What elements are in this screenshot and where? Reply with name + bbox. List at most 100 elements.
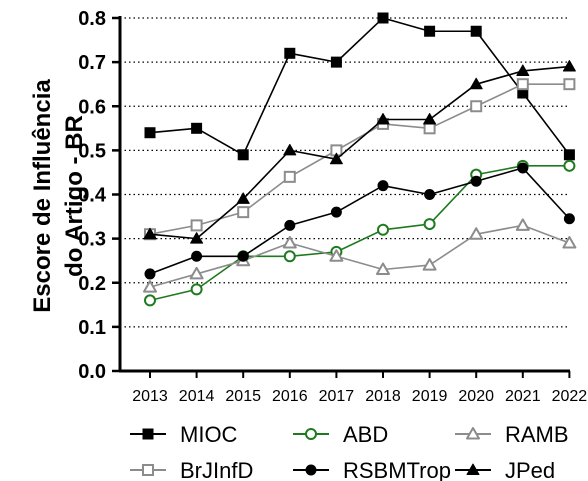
data-point-jped	[283, 143, 297, 156]
y-tick-label: 0.6	[78, 96, 106, 118]
y-tick-label: 0.5	[78, 140, 106, 162]
legend-marker-rsbmtrop	[305, 464, 317, 476]
data-point-rsbmtrop	[330, 206, 342, 218]
data-point-rsbmtrop	[237, 250, 249, 262]
series-line-ramb	[149, 224, 570, 288]
legend-item-mioc: MIOC	[130, 422, 238, 447]
data-point-ramb	[515, 218, 530, 231]
legend-label: JPed	[505, 458, 555, 481]
data-point-jped	[190, 232, 204, 244]
data-point-brjinfd	[283, 170, 296, 183]
grid	[120, 17, 570, 328]
series-rsbmtrop	[144, 162, 575, 280]
data-point-brjinfd	[423, 122, 436, 135]
legend-item-brjinfd: BrJInfD	[130, 458, 253, 481]
legend: MIOC ABD RAMB BrJInfD RSBMTrop JPed	[130, 422, 569, 481]
series-line-jped	[149, 65, 570, 240]
data-point-rsbmtrop	[284, 219, 296, 231]
legend-label: RSBMTrop	[343, 458, 451, 481]
y-axis-title-line: do Artigo - BR	[61, 115, 88, 277]
data-point-rsbmtrop	[144, 268, 156, 280]
legend-item-rsbmtrop: RSBMTrop	[293, 458, 451, 481]
data-point-rsbmtrop	[563, 213, 575, 225]
x-tick-label: 2015	[225, 388, 261, 405]
legend-marker-jped	[466, 463, 480, 475]
data-point-jped	[423, 112, 437, 125]
data-point-ramb	[282, 236, 297, 249]
x-tick-label: 2021	[505, 388, 541, 405]
data-point-mioc	[470, 25, 482, 37]
x-tick-label: 2018	[365, 388, 401, 405]
data-point-ramb	[329, 249, 344, 262]
series-jped	[143, 60, 576, 244]
data-point-ramb	[143, 280, 157, 293]
x-tick-label: 2014	[179, 388, 215, 405]
data-point-ramb	[469, 227, 484, 240]
legend-item-ramb: RAMB	[455, 422, 569, 447]
data-point-abd	[144, 294, 156, 307]
x-tick-label: 2022	[552, 388, 588, 405]
legend-marker-mioc	[142, 428, 154, 440]
series-abd	[144, 159, 576, 307]
data-point-jped	[329, 152, 343, 165]
legend-label: ABD	[343, 422, 388, 447]
data-point-ramb	[376, 262, 390, 276]
y-axis-label: Escore de Influência do Artigo - BR	[29, 79, 88, 313]
y-tick-label: 0.0	[78, 361, 106, 383]
data-point-rsbmtrop	[191, 250, 203, 262]
series-line-rsbmtrop	[149, 167, 570, 275]
y-tick-label: 0.2	[78, 273, 106, 295]
legend-item-jped: JPed	[455, 458, 555, 481]
data-point-mioc	[191, 122, 203, 134]
data-point-jped	[469, 77, 483, 90]
data-point-abd	[283, 250, 296, 263]
legend-item-abd: ABD	[293, 422, 388, 447]
data-point-jped	[236, 192, 250, 204]
data-point-ramb	[422, 258, 437, 271]
x-tick-label: 2020	[458, 388, 494, 405]
data-point-rsbmtrop	[470, 175, 482, 187]
y-tick-label: 0.1	[78, 317, 106, 339]
data-point-abd	[377, 223, 389, 236]
data-point-mioc	[377, 12, 389, 24]
y-tick-label: 0.7	[78, 52, 106, 74]
data-point-abd	[190, 283, 203, 296]
data-point-brjinfd	[470, 100, 483, 113]
y-tick-label: 0.4	[78, 185, 107, 207]
data-point-jped	[516, 64, 530, 76]
series-line-mioc	[149, 17, 571, 156]
data-point-jped	[376, 112, 390, 125]
y-axis-title: Escore de Influência do Artigo - BR	[29, 79, 88, 313]
series-ramb	[143, 218, 577, 293]
legend-marker-ramb	[466, 427, 480, 440]
data-point-brjinfd	[563, 78, 576, 91]
data-point-mioc	[237, 149, 249, 161]
x-tick-label: 2019	[412, 388, 448, 405]
data-point-rsbmtrop	[424, 189, 436, 200]
data-point-abd	[563, 159, 576, 172]
data-point-abd	[423, 218, 436, 231]
data-point-jped	[562, 60, 576, 72]
legend-label: MIOC	[180, 422, 238, 447]
series-line-abd	[149, 165, 570, 302]
series-brjinfd	[144, 78, 576, 241]
data-point-jped	[143, 227, 157, 240]
y-tick-label: 0.8	[78, 8, 106, 30]
legend-marker-brjinfd	[142, 464, 154, 476]
data-point-rsbmtrop	[377, 180, 389, 192]
data-point-mioc	[144, 127, 156, 139]
x-tick-label: 2016	[272, 388, 308, 405]
data-point-brjinfd	[237, 206, 250, 219]
x-tick-label: 2017	[319, 388, 355, 405]
data-point-ramb	[189, 266, 204, 280]
y-axis-title-line: Escore de Influência	[29, 79, 56, 313]
data-point-rsbmtrop	[517, 162, 529, 174]
data-point-mioc	[284, 47, 296, 59]
data-point-ramb	[562, 236, 577, 249]
axes: 0.0 0.1 0.2 0.3 0.4 0.5 0.6 0.7 0.8 2013 2014 2015 2…	[78, 8, 587, 405]
data-point-mioc	[330, 56, 342, 68]
data-point-brjinfd	[516, 78, 529, 91]
legend-marker-abd	[305, 428, 317, 440]
series	[143, 12, 577, 307]
